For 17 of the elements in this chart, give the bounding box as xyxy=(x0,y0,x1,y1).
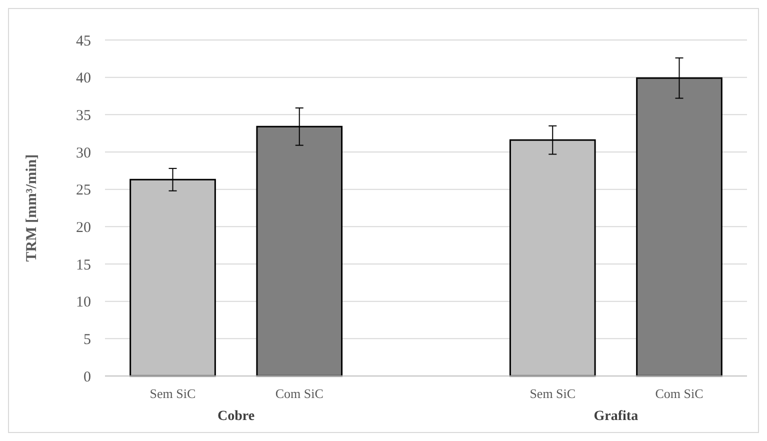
x-tick-label: Com SiC xyxy=(655,386,704,401)
y-axis-title: TRM [mm³/min] xyxy=(24,154,40,262)
y-tick-label: 35 xyxy=(76,108,91,124)
text: Cobre xyxy=(218,409,255,424)
y-tick-label: 45 xyxy=(76,33,91,50)
y-tick-label: 5 xyxy=(84,332,91,348)
x-tick-label: Com SiC xyxy=(275,386,324,401)
text: Grafita xyxy=(594,409,638,424)
y-tick-label: 10 xyxy=(76,294,91,311)
x-tick-label: Sem SiC xyxy=(150,386,196,401)
y-tick-label: 15 xyxy=(76,257,91,274)
x-tick-label: Sem SiC xyxy=(530,386,576,401)
y-tick-label: 40 xyxy=(76,70,91,87)
y-tick-label: 30 xyxy=(76,145,91,162)
y-tick-label: 25 xyxy=(76,182,91,199)
y-tick-label: 20 xyxy=(76,220,91,236)
y-tick-label: 0 xyxy=(84,369,91,386)
